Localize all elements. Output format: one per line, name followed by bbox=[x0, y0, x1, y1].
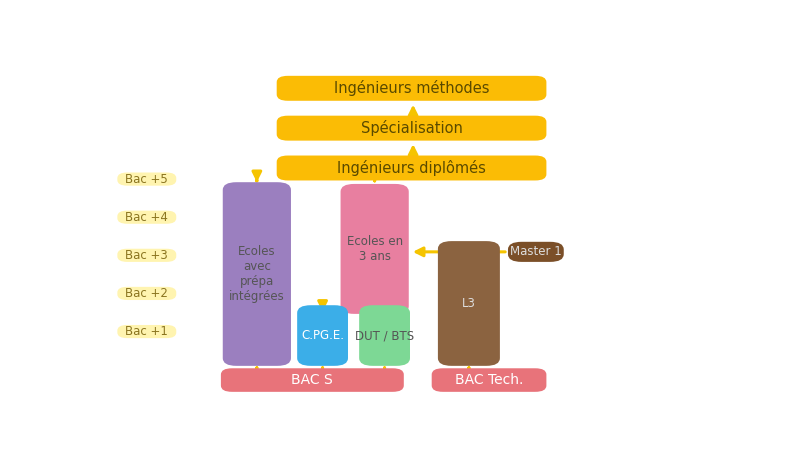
Text: Ingénieurs diplômés: Ingénieurs diplômés bbox=[337, 160, 486, 176]
Text: Ingénieurs méthodes: Ingénieurs méthodes bbox=[334, 80, 490, 96]
FancyBboxPatch shape bbox=[277, 76, 546, 101]
FancyBboxPatch shape bbox=[277, 116, 546, 140]
FancyBboxPatch shape bbox=[508, 242, 564, 262]
FancyBboxPatch shape bbox=[297, 305, 348, 366]
FancyBboxPatch shape bbox=[432, 368, 546, 392]
Text: Bac +3: Bac +3 bbox=[126, 249, 168, 262]
FancyBboxPatch shape bbox=[221, 368, 404, 392]
FancyBboxPatch shape bbox=[277, 156, 546, 180]
FancyBboxPatch shape bbox=[118, 249, 176, 262]
Text: Bac +4: Bac +4 bbox=[126, 211, 168, 224]
FancyBboxPatch shape bbox=[118, 211, 176, 224]
FancyBboxPatch shape bbox=[222, 182, 291, 366]
Text: Bac +5: Bac +5 bbox=[126, 173, 168, 185]
Text: C.PG.E.: C.PG.E. bbox=[301, 329, 344, 342]
FancyBboxPatch shape bbox=[118, 172, 176, 186]
Text: Bac +2: Bac +2 bbox=[126, 287, 168, 300]
FancyBboxPatch shape bbox=[359, 305, 410, 366]
FancyBboxPatch shape bbox=[118, 325, 176, 338]
Text: L3: L3 bbox=[462, 297, 476, 310]
FancyBboxPatch shape bbox=[118, 287, 176, 300]
Text: DUT / BTS: DUT / BTS bbox=[355, 329, 414, 342]
FancyBboxPatch shape bbox=[438, 241, 500, 366]
Text: Spécialisation: Spécialisation bbox=[361, 120, 462, 136]
Text: Bac +1: Bac +1 bbox=[126, 325, 168, 338]
Text: Ecoles
avec
prépa
intégrées: Ecoles avec prépa intégrées bbox=[229, 245, 285, 303]
Text: BAC S: BAC S bbox=[291, 373, 334, 387]
Text: BAC Tech.: BAC Tech. bbox=[455, 373, 523, 387]
Text: Master 1: Master 1 bbox=[510, 245, 562, 258]
Text: Ecoles en
3 ans: Ecoles en 3 ans bbox=[346, 235, 402, 263]
FancyBboxPatch shape bbox=[341, 184, 409, 314]
